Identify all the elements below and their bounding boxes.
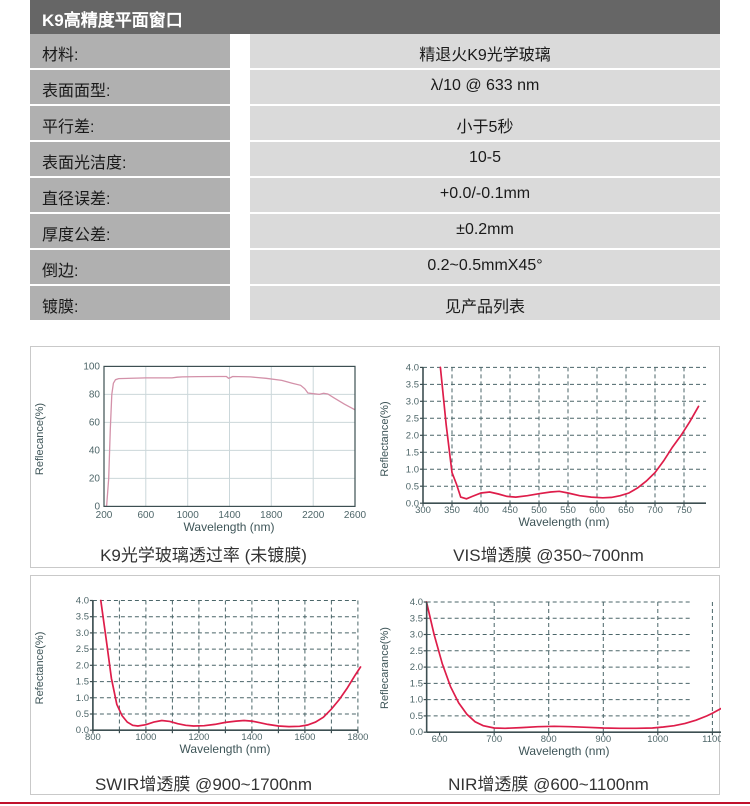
svg-text:Reflecance(%): Reflecance(%) — [34, 403, 46, 475]
svg-text:2.5: 2.5 — [406, 414, 419, 425]
svg-text:40: 40 — [89, 446, 101, 457]
svg-text:2600: 2600 — [344, 510, 367, 521]
svg-text:1.0: 1.0 — [76, 693, 89, 704]
svg-text:350: 350 — [444, 505, 460, 516]
svg-text:100: 100 — [83, 362, 100, 373]
svg-text:Wavelength (nm): Wavelength (nm) — [184, 520, 275, 534]
svg-text:700: 700 — [486, 734, 502, 745]
svg-text:650: 650 — [618, 505, 634, 516]
svg-text:200: 200 — [96, 510, 113, 521]
svg-text:80: 80 — [89, 390, 101, 401]
svg-text:2.5: 2.5 — [76, 644, 89, 655]
svg-text:1.5: 1.5 — [76, 677, 89, 688]
svg-text:3.5: 3.5 — [406, 380, 419, 391]
svg-text:0.5: 0.5 — [410, 711, 423, 722]
svg-text:1800: 1800 — [347, 732, 368, 743]
svg-text:3.0: 3.0 — [406, 397, 419, 408]
svg-text:600: 600 — [137, 510, 154, 521]
svg-text:0.5: 0.5 — [406, 482, 419, 493]
svg-text:4.0: 4.0 — [410, 597, 423, 608]
svg-text:60: 60 — [89, 418, 101, 429]
svg-text:2.0: 2.0 — [406, 431, 419, 442]
svg-text:750: 750 — [676, 505, 692, 516]
svg-text:2.5: 2.5 — [410, 646, 423, 657]
svg-text:3.5: 3.5 — [410, 613, 423, 624]
svg-text:450: 450 — [502, 505, 518, 516]
svg-text:800: 800 — [85, 732, 101, 743]
svg-text:4.0: 4.0 — [406, 363, 419, 374]
svg-text:0.5: 0.5 — [76, 709, 89, 720]
svg-text:1100: 1100 — [702, 734, 721, 745]
svg-text:Wavelength (nm): Wavelength (nm) — [519, 744, 610, 758]
svg-text:1.5: 1.5 — [410, 678, 423, 689]
svg-text:3.0: 3.0 — [76, 628, 89, 639]
svg-text:Reflecarance(%): Reflecarance(%) — [379, 627, 391, 709]
svg-text:0.0: 0.0 — [410, 727, 423, 738]
svg-text:600: 600 — [432, 734, 448, 745]
svg-text:2200: 2200 — [302, 510, 325, 521]
svg-text:Wavelength (nm): Wavelength (nm) — [519, 515, 610, 529]
svg-text:Refectance(%): Refectance(%) — [34, 632, 46, 705]
svg-text:4.0: 4.0 — [76, 596, 89, 607]
svg-text:Reflectance(%): Reflectance(%) — [379, 401, 391, 476]
svg-text:1.5: 1.5 — [406, 448, 419, 459]
svg-text:1600: 1600 — [294, 732, 315, 743]
svg-text:2.0: 2.0 — [76, 660, 89, 671]
svg-text:3.5: 3.5 — [76, 612, 89, 623]
svg-text:300: 300 — [415, 505, 431, 516]
svg-text:2.0: 2.0 — [410, 662, 423, 673]
svg-text:20: 20 — [89, 474, 101, 485]
svg-text:1.0: 1.0 — [410, 695, 423, 706]
svg-text:3.0: 3.0 — [410, 630, 423, 641]
svg-text:1000: 1000 — [135, 732, 156, 743]
svg-text:1000: 1000 — [647, 734, 668, 745]
svg-text:700: 700 — [647, 505, 663, 516]
svg-text:400: 400 — [473, 505, 489, 516]
svg-text:1.0: 1.0 — [406, 465, 419, 476]
svg-text:Wavelength (nm): Wavelength (nm) — [180, 742, 271, 756]
